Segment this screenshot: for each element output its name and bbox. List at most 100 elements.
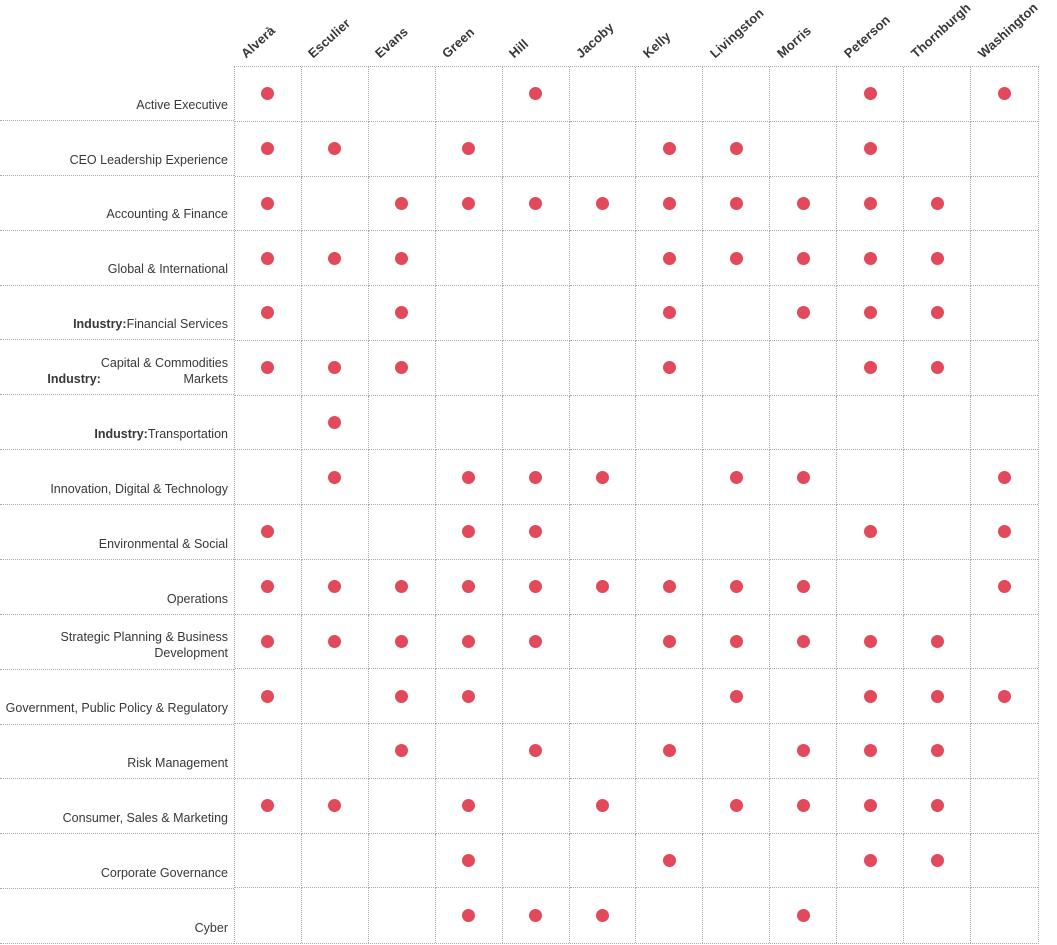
dot-marker xyxy=(729,580,743,594)
matrix-cell xyxy=(971,834,1038,889)
matrix-cell xyxy=(368,340,436,396)
row-label: Global & International xyxy=(0,231,234,286)
dot-marker xyxy=(328,142,342,156)
matrix-cell xyxy=(235,833,302,889)
matrix-cell xyxy=(904,121,972,177)
dot-marker xyxy=(395,361,409,375)
matrix-cell xyxy=(636,505,704,560)
matrix-cell xyxy=(636,395,704,451)
matrix-cell xyxy=(301,340,369,396)
matrix-cell xyxy=(703,614,771,670)
dot-marker xyxy=(796,744,810,758)
matrix-cell xyxy=(904,669,972,724)
dot-marker xyxy=(395,744,409,758)
matrix-cell xyxy=(971,724,1038,779)
dot-marker xyxy=(261,799,275,813)
dot-marker xyxy=(863,744,877,758)
matrix-cell xyxy=(235,176,302,232)
matrix-cell xyxy=(569,340,637,396)
matrix-cell xyxy=(435,340,503,396)
dot-marker xyxy=(462,580,476,594)
column-header-kelly: Kelly xyxy=(639,28,674,61)
dot-marker xyxy=(930,799,944,813)
dot-marker xyxy=(796,196,810,210)
matrix-cell xyxy=(368,121,436,177)
dot-marker xyxy=(395,196,409,210)
matrix-cell xyxy=(837,121,905,177)
matrix-cell xyxy=(904,614,972,670)
matrix-cell xyxy=(971,177,1038,232)
matrix-cell xyxy=(904,559,972,615)
dot-marker xyxy=(395,306,409,320)
dot-marker xyxy=(729,251,743,265)
dot-marker xyxy=(261,87,275,101)
matrix-cell xyxy=(435,833,503,889)
dot-marker xyxy=(930,853,944,867)
dot-marker xyxy=(863,251,877,265)
column-header-washington: Washington xyxy=(975,0,1042,62)
matrix-cell xyxy=(502,231,570,286)
matrix-cell xyxy=(770,121,838,177)
matrix-cell xyxy=(636,286,704,341)
matrix-cell xyxy=(502,778,570,834)
dot-marker xyxy=(930,196,944,210)
dot-marker xyxy=(261,306,275,320)
matrix-cell xyxy=(502,176,570,232)
dot-marker xyxy=(328,415,342,429)
dot-marker xyxy=(796,470,810,484)
matrix-cell xyxy=(569,450,637,505)
dot-marker xyxy=(328,580,342,594)
row-label: Industry: Financial Services xyxy=(0,286,234,341)
matrix-cell xyxy=(703,450,771,505)
matrix-cell xyxy=(502,669,570,724)
matrix-cell xyxy=(368,778,436,834)
dot-marker xyxy=(596,470,610,484)
matrix-cell xyxy=(770,505,838,560)
dot-marker xyxy=(662,196,676,210)
matrix-cell xyxy=(770,176,838,232)
dot-marker xyxy=(462,799,476,813)
row-label: Industry: Transportation xyxy=(0,395,234,451)
matrix-cell xyxy=(703,231,771,286)
matrix-cell xyxy=(235,669,302,724)
dot-marker xyxy=(863,853,877,867)
matrix-cell xyxy=(368,395,436,451)
dot-marker xyxy=(796,799,810,813)
row-label: Industry: Capital & Commodities Markets xyxy=(0,340,234,396)
matrix-cell xyxy=(904,833,972,889)
dot-marker xyxy=(930,251,944,265)
matrix-cell xyxy=(368,450,436,505)
dot-marker xyxy=(662,306,676,320)
dot-marker xyxy=(662,251,676,265)
dot-marker xyxy=(796,306,810,320)
dot-marker xyxy=(729,689,743,703)
matrix-cell xyxy=(636,121,704,177)
row-label: Government, Public Policy & Regulatory xyxy=(0,670,234,725)
dot-marker xyxy=(261,689,275,703)
matrix-cell xyxy=(703,778,771,834)
matrix-cell xyxy=(435,559,503,615)
dot-marker xyxy=(261,361,275,375)
dot-marker xyxy=(662,744,676,758)
matrix-cell xyxy=(770,833,838,889)
row-label: Cyber xyxy=(0,889,234,944)
dot-marker xyxy=(462,142,476,156)
matrix-cell xyxy=(703,340,771,396)
dot-marker xyxy=(529,525,543,539)
column-headers: Alverà Esculier Evans Green Hill Jacoby Kelly L… xyxy=(234,0,1042,66)
dot-marker xyxy=(863,196,877,210)
matrix-cell xyxy=(770,395,838,451)
matrix-cell xyxy=(569,505,637,560)
dot-marker xyxy=(529,580,543,594)
matrix-cell xyxy=(837,559,905,615)
matrix-cell xyxy=(235,614,302,670)
matrix-cell xyxy=(435,669,503,724)
matrix-cell xyxy=(703,669,771,724)
matrix-cell xyxy=(301,724,369,779)
matrix-cell xyxy=(368,669,436,724)
matrix-cell xyxy=(502,559,570,615)
dot-marker xyxy=(395,580,409,594)
matrix-cell xyxy=(971,669,1038,724)
dot-marker xyxy=(729,196,743,210)
